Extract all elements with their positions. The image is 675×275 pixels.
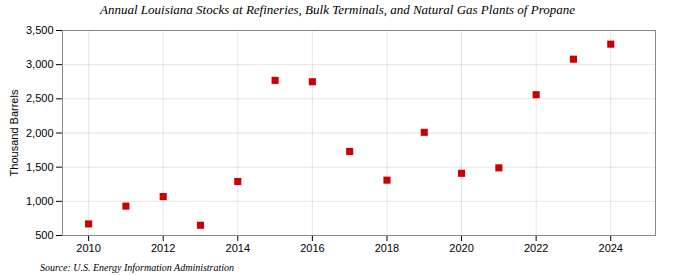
svg-text:2010: 2010 xyxy=(76,242,100,254)
svg-text:2,500: 2,500 xyxy=(26,92,54,104)
svg-text:2024: 2024 xyxy=(599,242,623,254)
svg-text:1,500: 1,500 xyxy=(26,161,54,173)
html-text:Source: U.S. Energy Informatio: Source: U.S. Energy Information Administ… xyxy=(40,262,235,273)
svg-text:2012: 2012 xyxy=(151,242,175,254)
svg-text:2014: 2014 xyxy=(226,242,250,254)
html-text:Annual Louisiana Stocks at Ref: Annual Louisiana Stocks at Refineries, B… xyxy=(100,2,575,17)
svg-text:1,000: 1,000 xyxy=(26,195,54,207)
svg-text:2022: 2022 xyxy=(524,242,548,254)
svg-text:2016: 2016 xyxy=(300,242,324,254)
svg-text:2,000: 2,000 xyxy=(26,127,54,139)
svg-text:2018: 2018 xyxy=(375,242,399,254)
svg-text:Thousand Barrels: Thousand Barrels xyxy=(8,89,20,176)
svg-text:3,500: 3,500 xyxy=(26,24,54,36)
svg-text:500: 500 xyxy=(35,229,53,241)
svg-text:3,000: 3,000 xyxy=(26,58,54,70)
svg-text:2020: 2020 xyxy=(449,242,473,254)
